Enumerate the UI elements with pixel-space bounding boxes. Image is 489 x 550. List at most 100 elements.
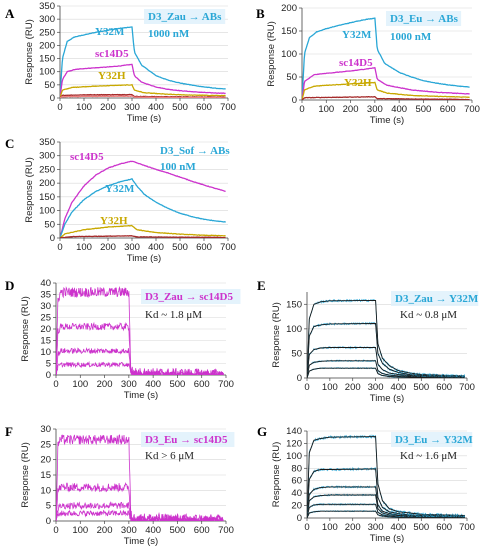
series-line	[302, 95, 470, 100]
x-axis-title: Time (s)	[127, 253, 161, 264]
series-group	[302, 17, 470, 100]
y-tick-label: 100	[39, 67, 55, 78]
series-group	[56, 286, 224, 375]
y-tick-label: 25	[40, 439, 51, 450]
series-line	[60, 224, 226, 238]
panel-subtitle: 1000 nM	[148, 28, 190, 40]
x-tick-label: 600	[436, 522, 452, 533]
y-tick-label: 5	[46, 359, 51, 370]
panel-letter: F	[5, 424, 13, 439]
x-tick-label: 200	[100, 242, 116, 253]
y-axis-title: Response (RU)	[271, 302, 282, 367]
x-tick-label: 400	[148, 242, 164, 253]
x-tick-label: 400	[390, 382, 406, 393]
series-label: Y32H	[100, 215, 128, 227]
fit-line	[307, 494, 465, 518]
series-line	[56, 434, 222, 521]
series-line	[302, 81, 470, 100]
panel-b: B 0 50 100 150 200 0 100 200 300 400 500 600 700 Time …	[256, 3, 480, 126]
x-tick-label: 0	[304, 522, 309, 533]
fit-line	[307, 299, 465, 378]
y-tick-label: 0	[46, 516, 51, 527]
panel-title: D3_Eu → sc14D5	[145, 434, 228, 446]
y-tick-label: 250	[39, 164, 55, 175]
panel-title: D3_Zau → Y32M	[395, 293, 479, 305]
panel-subtitle: Kd ~ 1.8 μM	[145, 309, 202, 321]
fit-line	[307, 510, 465, 518]
series-line	[56, 509, 224, 521]
y-tick-label: 140	[286, 426, 302, 437]
y-tick-label: 50	[44, 80, 55, 91]
x-axis-title: Time (s)	[370, 533, 404, 544]
x-tick-label: 100	[318, 104, 334, 115]
series-line	[56, 360, 224, 375]
x-tick-label: 600	[196, 242, 212, 253]
series-label: Y32H	[344, 77, 372, 89]
x-tick-label: 0	[53, 525, 58, 536]
x-tick-label: 200	[345, 522, 361, 533]
panel-title: D3_Eu → ABs	[390, 13, 459, 25]
y-tick-label: 120	[286, 438, 302, 449]
x-axis-title: Time (s)	[124, 390, 158, 401]
panel-subtitle: Kd ~ 1.6 μM	[400, 450, 457, 462]
x-tick-label: 200	[100, 102, 116, 113]
series-line	[60, 83, 226, 98]
y-tick-label: 0	[50, 93, 55, 104]
x-tick-label: 700	[218, 525, 234, 536]
panel-letter: E	[257, 278, 266, 293]
series-label: Y32M	[342, 29, 372, 41]
y-tick-label: 0	[292, 95, 297, 106]
fit-line	[307, 360, 465, 378]
y-tick-label: 100	[286, 324, 302, 335]
series-label: sc14D5	[95, 48, 129, 60]
y-tick-label: 150	[39, 54, 55, 65]
x-axis-title: Time (s)	[124, 536, 158, 547]
x-tick-label: 300	[124, 242, 140, 253]
panel-subtitle: 100 nM	[160, 161, 196, 173]
y-tick-label: 0	[297, 373, 302, 384]
x-tick-label: 200	[97, 379, 113, 390]
title-highlight	[386, 11, 462, 26]
series-line	[60, 63, 226, 98]
series-label: sc14D5	[70, 151, 104, 163]
x-tick-label: 500	[169, 525, 185, 536]
x-tick-label: 0	[57, 242, 62, 253]
panel-title: D3_Zau → sc14D5	[145, 291, 234, 303]
x-tick-label: 0	[304, 382, 309, 393]
x-tick-label: 100	[72, 379, 88, 390]
series-group	[307, 434, 466, 518]
y-axis-title: Response (RU)	[266, 21, 277, 86]
panel-letter: B	[256, 6, 265, 21]
panel-e: E 0 50 100 150 0 100 200 300 400 500 600 700 Time (s)…	[257, 278, 479, 404]
x-tick-label: 600	[196, 102, 212, 113]
panel-c: C 0 50 100 150 200 250 300 350 0 100 200 300 400 500 60…	[5, 136, 236, 264]
y-axis-title: Response (RU)	[24, 19, 35, 84]
x-tick-label: 300	[368, 522, 384, 533]
fit-line	[307, 367, 465, 378]
panel-letter: A	[5, 6, 15, 21]
y-tick-label: 100	[281, 49, 297, 60]
series-line	[307, 321, 466, 378]
x-tick-label: 400	[390, 522, 406, 533]
x-axis-title: Time (s)	[127, 113, 161, 124]
series-line	[60, 235, 226, 238]
x-tick-label: 400	[145, 525, 161, 536]
y-axis-title: Response (RU)	[24, 157, 35, 222]
y-tick-label: 5	[46, 501, 51, 512]
y-tick-label: 200	[39, 40, 55, 51]
y-tick-label: 200	[39, 178, 55, 189]
y-tick-label: 40	[291, 488, 302, 499]
y-tick-label: 200	[281, 3, 297, 14]
y-tick-label: 15	[40, 470, 51, 481]
y-tick-label: 50	[286, 72, 297, 83]
y-tick-label: 15	[40, 336, 51, 347]
y-tick-label: 80	[291, 463, 302, 474]
x-tick-label: 700	[459, 382, 475, 393]
x-tick-label: 600	[436, 382, 452, 393]
y-tick-label: 150	[39, 192, 55, 203]
x-tick-label: 100	[322, 382, 338, 393]
x-tick-label: 0	[53, 379, 58, 390]
